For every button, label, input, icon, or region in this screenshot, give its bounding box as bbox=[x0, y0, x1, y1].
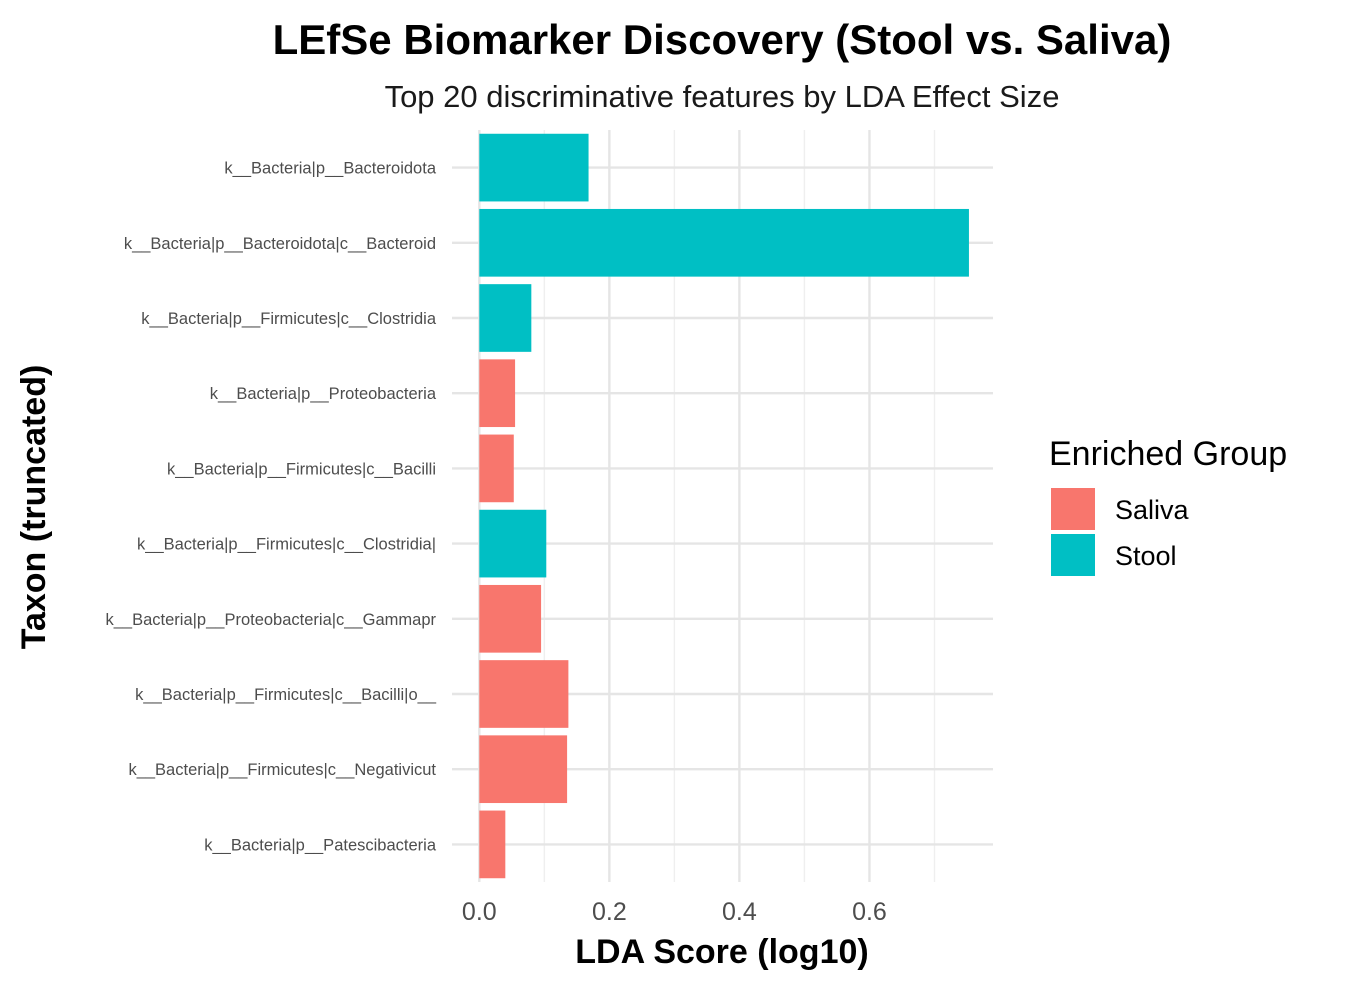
legend-entries: Saliva Stool bbox=[1051, 488, 1190, 576]
bar bbox=[479, 208, 969, 277]
y-tick-label: k__Bacteria|p__Firmicutes|c__Bacilli bbox=[167, 460, 436, 478]
y-tick-label: k__Bacteria|p__Bacteroidota bbox=[224, 160, 436, 178]
bar bbox=[479, 284, 532, 352]
x-axis-tick-labels: 0.0 0.2 0.4 0.6 bbox=[462, 898, 887, 926]
x-tick-label: 0.2 bbox=[592, 898, 627, 926]
y-tick-label: k__Bacteria|p__Firmicutes|c__Negativicut bbox=[128, 761, 436, 779]
y-tick-label: k__Bacteria|p__Bacteroidota|c__Bacteroid bbox=[124, 235, 436, 253]
x-tick-label: 0.0 bbox=[462, 898, 497, 926]
bar bbox=[479, 133, 589, 202]
x-tick-label: 0.6 bbox=[852, 898, 887, 926]
bar bbox=[479, 660, 569, 728]
y-tick-label: k__Bacteria|p__Firmicutes|c__Bacilli|o__ bbox=[135, 686, 437, 704]
bars bbox=[479, 133, 969, 879]
y-tick-label: k__Bacteria|p__Proteobacteria bbox=[210, 385, 437, 403]
y-tick-label: k__Bacteria|p__Proteobacteria|c__Gammapr bbox=[106, 611, 437, 629]
legend-title: Enriched Group bbox=[1049, 435, 1287, 473]
y-axis-title: Taxon (truncated) bbox=[15, 365, 53, 650]
bar bbox=[479, 359, 516, 428]
bar bbox=[479, 735, 568, 804]
x-tick-label: 0.4 bbox=[722, 898, 757, 926]
bar bbox=[479, 509, 547, 578]
legend-label-saliva: Saliva bbox=[1115, 495, 1190, 525]
y-tick-label: k__Bacteria|p__Firmicutes|c__Clostridia bbox=[141, 310, 437, 328]
legend: Enriched Group Saliva Stool bbox=[1049, 435, 1287, 576]
chart-title: LEfSe Biomarker Discovery (Stool vs. Sal… bbox=[273, 16, 1172, 63]
chart-subtitle: Top 20 discriminative features by LDA Ef… bbox=[385, 79, 1060, 114]
legend-key-stool bbox=[1051, 534, 1095, 576]
y-tick-label: k__Bacteria|p__Patescibacteria bbox=[204, 836, 437, 854]
legend-label-stool: Stool bbox=[1115, 541, 1177, 571]
y-tick-label: k__Bacteria|p__Firmicutes|c__Clostridia| bbox=[137, 536, 436, 554]
y-axis-tick-labels: k__Bacteria|p__Bacteroidota k__Bacteria|p… bbox=[106, 160, 437, 855]
x-axis-title: LDA Score (log10) bbox=[575, 933, 868, 971]
bar bbox=[479, 434, 514, 503]
bar bbox=[479, 584, 542, 653]
bar bbox=[479, 810, 506, 879]
legend-key-saliva bbox=[1051, 488, 1095, 530]
